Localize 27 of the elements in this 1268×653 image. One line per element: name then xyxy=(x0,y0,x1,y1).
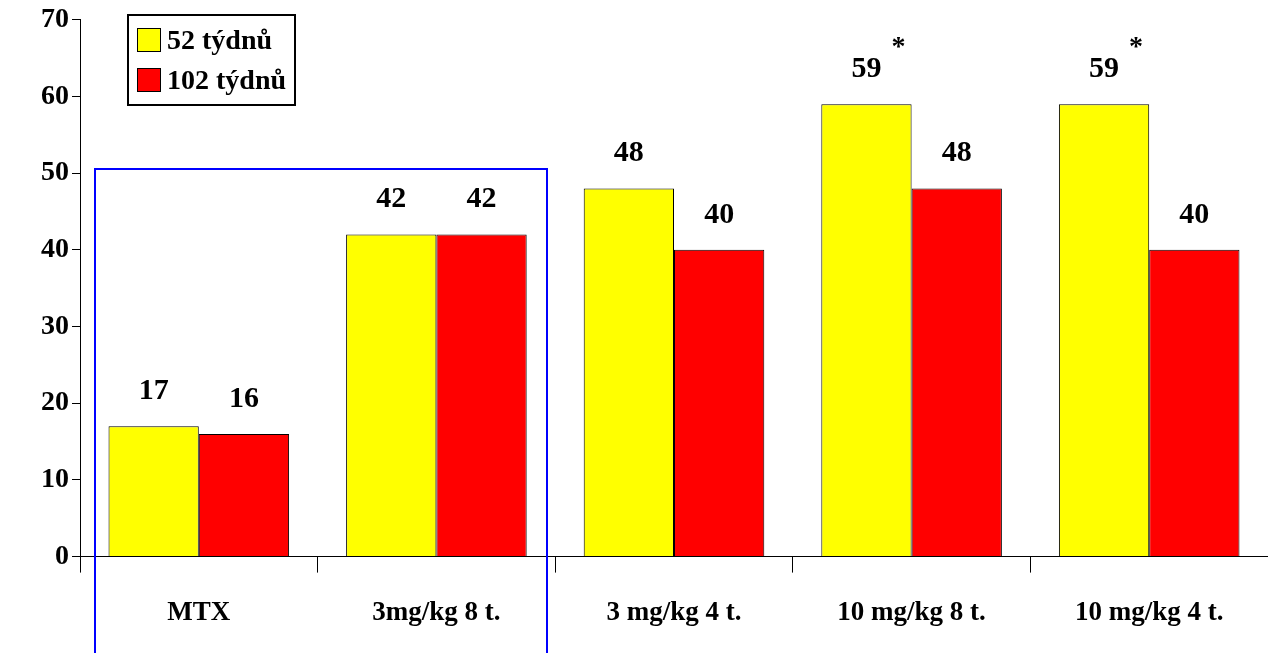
y-tick-label: 70 xyxy=(41,2,69,34)
data-label: 16 xyxy=(228,379,259,413)
y-tick-label: 60 xyxy=(41,78,69,110)
data-label: 48 xyxy=(941,134,972,168)
data-label: 59 xyxy=(851,49,882,83)
data-label: 42 xyxy=(376,180,407,214)
data-label: 40 xyxy=(704,195,735,229)
legend-label: 102 týdnů xyxy=(167,63,287,97)
y-tick-label: 30 xyxy=(41,308,69,340)
x-tick-label: 10 mg/kg 4 t. xyxy=(1074,595,1224,626)
x-tick-label: 10 mg/kg 8 t. xyxy=(837,595,986,626)
y-tick-label: 0 xyxy=(55,538,69,570)
y-tick-label: 10 xyxy=(41,462,69,494)
y-tick-label: 50 xyxy=(41,155,69,187)
x-tick-label: MTX xyxy=(167,595,231,626)
data-label: 17 xyxy=(138,371,169,405)
x-tick-label: 3 mg/kg 4 t. xyxy=(606,595,742,626)
legend-label: 52 týdnů xyxy=(167,23,273,57)
data-label: 42 xyxy=(466,180,497,214)
annotation: * xyxy=(891,30,906,62)
y-tick-label: 20 xyxy=(41,385,69,417)
annotation: * xyxy=(1129,30,1144,62)
x-tick-label: 3mg/kg 8 t. xyxy=(372,595,501,626)
data-label: 59 xyxy=(1089,49,1120,83)
data-label: 48 xyxy=(613,134,644,168)
y-tick-label: 40 xyxy=(41,232,69,264)
data-label: 40 xyxy=(1179,195,1210,229)
